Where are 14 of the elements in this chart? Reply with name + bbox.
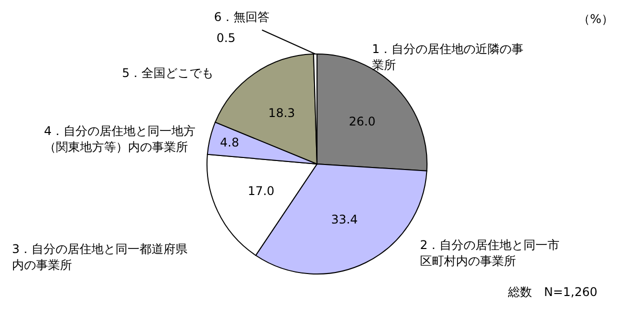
- data-label: 17.0: [248, 184, 274, 198]
- data-label: 26.0: [348, 114, 376, 129]
- text: （%）: [578, 12, 614, 26]
- data-label: 18.3: [268, 106, 296, 120]
- slice-label: 1．自分の居住地の近隣の事業所: [372, 42, 524, 72]
- data-label: 4.8: [220, 136, 240, 150]
- data-label: 0.5: [216, 31, 236, 45]
- slice-label: 2．自分の居住地と同一市区町村内の事業所: [420, 238, 560, 268]
- slice-label: 4．自分の居住地と同一地方（関東地方等）内の事業所: [44, 124, 196, 154]
- slice-label: 6．無回答: [214, 10, 270, 24]
- text: 総数 N=1,260: [507, 285, 598, 299]
- data-label: 33.4: [331, 212, 358, 227]
- slice-label: 5．全国どこでも: [122, 66, 214, 80]
- slice-label: 3．自分の居住地と同一都道府県内の事業所: [12, 242, 188, 272]
